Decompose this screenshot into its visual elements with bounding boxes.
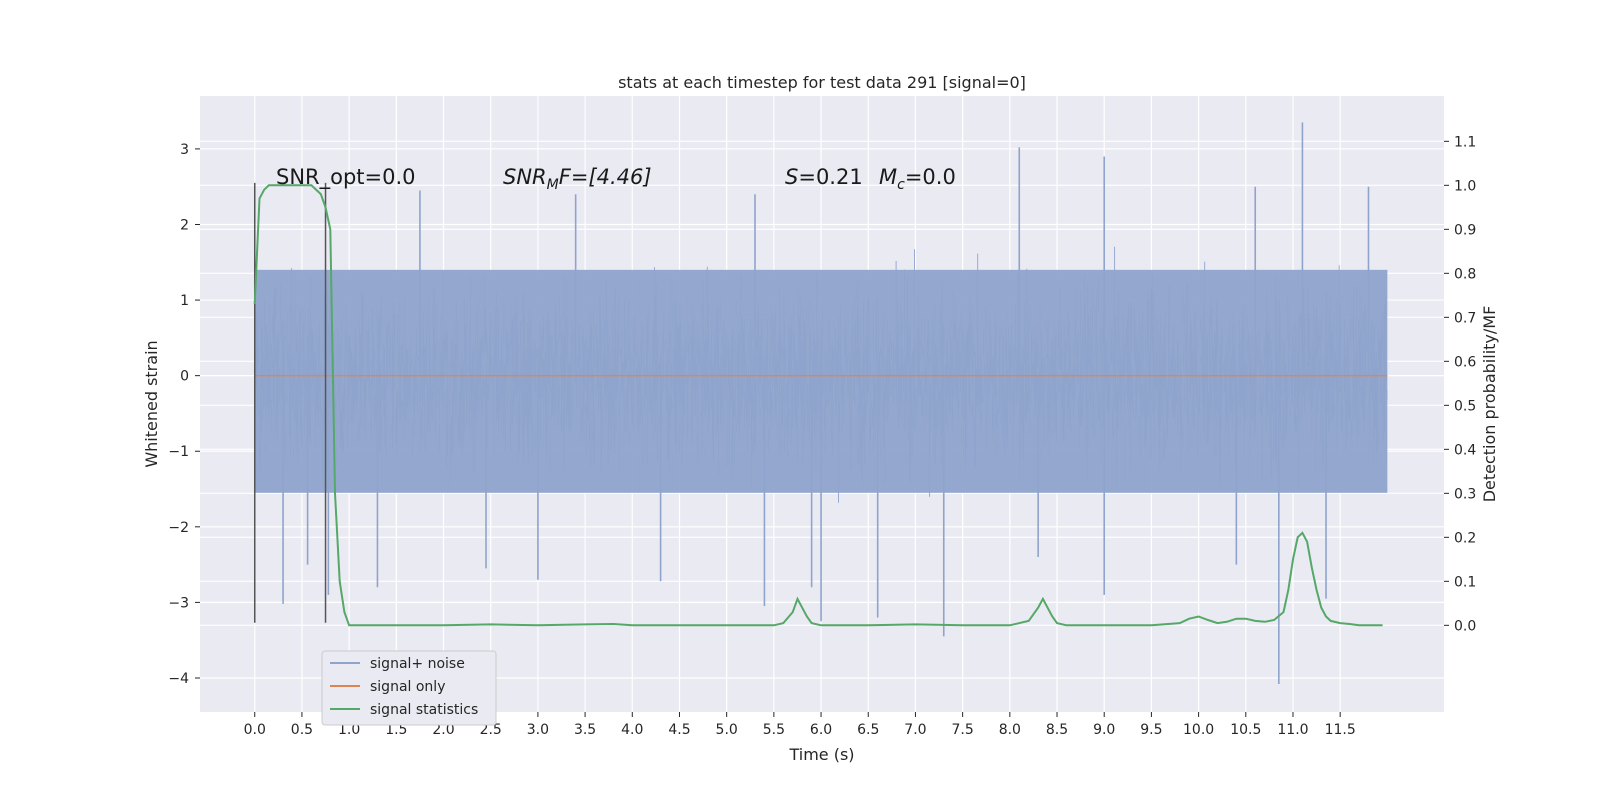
- x-tick-label: 3.5: [574, 722, 596, 738]
- x-tick-label: 11.0: [1277, 722, 1308, 738]
- y2-tick-label: 0.8: [1454, 266, 1476, 282]
- legend-label-signal: signal only: [370, 679, 445, 695]
- x-axis-title: Time (s): [788, 745, 854, 764]
- chart-title: stats at each timestep for test data 291…: [618, 73, 1026, 92]
- x-tick-label: 6.5: [857, 722, 879, 738]
- annotation-s: S=0.21: [785, 165, 863, 189]
- legend-box: [321, 650, 497, 726]
- marker-lines: [253, 182, 327, 623]
- y2-tick-label: 1.1: [1454, 134, 1476, 150]
- x-tick-label: 0.5: [291, 722, 313, 738]
- stats-line: [253, 184, 1383, 627]
- legend: signal+ noise signal only signal statist…: [321, 650, 497, 726]
- noise-series: [254, 122, 1388, 685]
- y-tick-label: 3: [180, 142, 189, 158]
- x-tick-label: 6.0: [810, 722, 832, 738]
- x-tick-label: 10.0: [1183, 722, 1214, 738]
- y2-axis: 0.0 0.1 0.2 0.3 0.4 0.5 0.6 0.7 0.8 0.9 1.0 1.1: [1444, 134, 1476, 634]
- y-tick-label: 0: [180, 369, 189, 385]
- annotation-snr-mf-base: SNR: [503, 165, 547, 189]
- y-axis-title: Whitened strain: [142, 340, 161, 467]
- x-tick-label: 9.5: [1140, 722, 1162, 738]
- x-tick-label: 4.0: [621, 722, 643, 738]
- annotation-snr-mf-sub: M: [547, 177, 559, 193]
- x-axis: 0.0 0.5 1.0 1.5 2.0 2.5 3.0 3.5 4.0 4.5 5.0 5.5 6.0 6…: [244, 712, 1356, 738]
- annotation-s-value: =0.21: [798, 165, 862, 189]
- annotation-mc-label: M: [879, 165, 897, 189]
- x-tick-label: 0.0: [244, 722, 266, 738]
- y-tick-label: 2: [180, 217, 189, 233]
- x-tick-label: 2.5: [480, 722, 502, 738]
- y2-axis-title: Detection probability/MF: [1480, 306, 1499, 503]
- stats-series: [253, 184, 1383, 627]
- annotation-s-label: S: [785, 165, 798, 189]
- y2-tick-label: 0.7: [1454, 310, 1476, 326]
- x-tick-label: 8.0: [999, 722, 1021, 738]
- annotation-snr-mf-rest: F=[4.46]: [559, 165, 652, 189]
- y-tick-label: 1: [180, 293, 189, 309]
- x-tick-label: 10.5: [1230, 722, 1261, 738]
- y2-tick-label: 0.2: [1454, 530, 1476, 546]
- x-tick-label: 5.5: [763, 722, 785, 738]
- y2-tick-label: 0.6: [1454, 354, 1476, 370]
- x-tick-label: 4.5: [668, 722, 690, 738]
- x-tick-label: 1.5: [385, 722, 407, 738]
- y2-tick-label: 0.0: [1454, 618, 1476, 634]
- x-tick-label: 7.5: [952, 722, 974, 738]
- x-tick-label: 9.0: [1093, 722, 1115, 738]
- y2-tick-label: 0.5: [1454, 398, 1476, 414]
- x-tick-label: 11.5: [1325, 722, 1356, 738]
- x-tick-label: 5.0: [716, 722, 738, 738]
- x-tick-label: 1.0: [338, 722, 360, 738]
- y-tick-label: −4: [168, 671, 189, 687]
- legend-label-noise: signal+ noise: [370, 656, 465, 672]
- annotation-snr-opt: SNR_opt=0.0: [276, 165, 416, 190]
- y2-tick-label: 0.3: [1454, 486, 1476, 502]
- annotation-mc-sub: c: [897, 177, 905, 193]
- y-axis: −4 −3 −2 −1 0 1 2 3: [168, 142, 200, 687]
- annotation-snr-mf: SNRMF=[4.46]: [503, 165, 652, 193]
- y-tick-label: −2: [168, 520, 189, 536]
- annotation-mc: Mc=0.0: [879, 165, 956, 193]
- y-tick-label: −1: [168, 444, 189, 460]
- legend-label-stats: signal statistics: [370, 702, 478, 718]
- annotation-mc-value: =0.0: [905, 165, 956, 189]
- x-tick-label: 3.0: [527, 722, 549, 738]
- y-tick-label: −3: [168, 595, 189, 611]
- y2-tick-label: 1.0: [1454, 178, 1476, 194]
- x-tick-label: 7.0: [904, 722, 926, 738]
- y2-tick-label: 0.4: [1454, 442, 1476, 458]
- x-tick-label: 2.0: [432, 722, 454, 738]
- y2-tick-label: 0.9: [1454, 222, 1476, 238]
- y2-tick-label: 0.1: [1454, 574, 1476, 590]
- x-tick-label: 8.5: [1046, 722, 1068, 738]
